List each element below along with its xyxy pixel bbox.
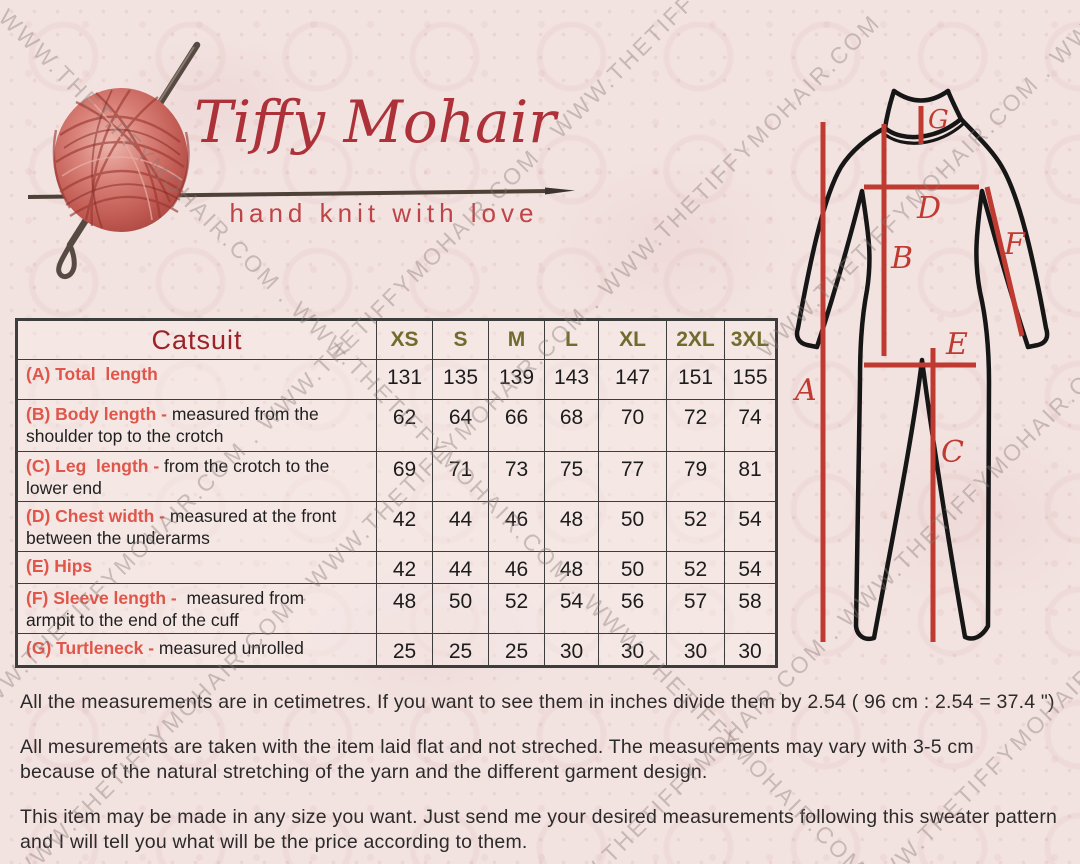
cell-value: 139 [488, 359, 545, 400]
table-row: (F) Sleeve length - measured from armpit… [16, 583, 777, 634]
measure-label-g: G [928, 105, 949, 135]
cell-value: 30 [598, 633, 667, 667]
cell-value: 62 [376, 399, 433, 452]
table-row: (C) Leg length - from the crotch to the … [16, 451, 777, 502]
measure-label-d: D [916, 191, 941, 226]
cell-value: 70 [598, 399, 667, 452]
note-paragraph: All the measurements are in cetimetres. … [20, 690, 1070, 715]
cell-value: 50 [598, 501, 667, 552]
measure-line-f [984, 186, 1025, 337]
brand-name: Tiffy Mohair [193, 88, 557, 156]
cell-value: 48 [376, 583, 433, 634]
cell-value: 57 [666, 583, 725, 634]
table-row: (G) Turtleneck - measured unrolled 25 25… [16, 633, 777, 667]
note-paragraph: All mesurements are taken with the item … [20, 735, 1070, 785]
yarn-ball-icon [52, 88, 190, 232]
row-label: (G) Turtleneck - measured unrolled [16, 633, 377, 667]
brand-tagline: hand knit with love [229, 198, 539, 228]
size-header: XS [376, 319, 433, 360]
cell-value: 30 [666, 633, 725, 667]
cell-value: 56 [598, 583, 667, 634]
yarn-and-hook-logo [27, 41, 575, 280]
row-label: (E) Hips [16, 551, 377, 584]
table-header-row: Catsuit XS S M L XL 2XL 3XL [16, 319, 777, 360]
table-row: (D) Chest width - measured at the front … [16, 501, 777, 552]
cell-value: 131 [376, 359, 433, 400]
cell-value: 52 [666, 551, 725, 584]
cell-value: 30 [724, 633, 777, 667]
size-header: XL [598, 319, 667, 360]
measure-label-e: E [945, 327, 968, 362]
table-item-name: Catsuit [16, 319, 377, 360]
cell-value: 52 [666, 501, 725, 552]
measure-label-c: C [941, 435, 964, 470]
cell-value: 48 [544, 551, 599, 584]
size-table: Catsuit XS S M L XL 2XL 3XL (A) Total le… [15, 318, 778, 668]
cell-value: 75 [544, 451, 599, 502]
cell-value: 81 [724, 451, 777, 502]
cell-value: 25 [432, 633, 489, 667]
row-label: (B) Body length - measured from the shou… [16, 399, 377, 452]
cell-value: 147 [598, 359, 667, 400]
cell-value: 143 [544, 359, 599, 400]
row-label: (D) Chest width - measured at the front … [16, 501, 377, 552]
cell-value: 50 [432, 583, 489, 634]
cell-value: 66 [488, 399, 545, 452]
cell-value: 69 [376, 451, 433, 502]
measure-label-a: A [792, 373, 817, 408]
cell-value: 30 [544, 633, 599, 667]
cell-value: 46 [488, 551, 545, 584]
notes: All the measurements are in cetimetres. … [20, 690, 1070, 864]
size-header: L [544, 319, 599, 360]
cell-value: 25 [488, 633, 545, 667]
cell-value: 73 [488, 451, 545, 502]
cell-value: 46 [488, 501, 545, 552]
note-line: All the measurements are in cetimetres. … [20, 691, 1055, 713]
cell-value: 48 [544, 501, 599, 552]
note-line: because of the natural stretching of the… [20, 761, 708, 783]
cell-value: 64 [432, 399, 489, 452]
size-header: S [432, 319, 489, 360]
cell-value: 42 [376, 501, 433, 552]
table-row: (E) Hips 42 44 46 48 50 52 54 [16, 551, 777, 584]
cell-value: 68 [544, 399, 599, 452]
crochet-hook-tip [56, 242, 77, 280]
cell-value: 71 [432, 451, 489, 502]
row-label: (A) Total length [16, 359, 377, 400]
note-line: This item may be made in any size you wa… [20, 806, 1058, 828]
note-line: and I will tell you what will be the pri… [20, 831, 528, 853]
cell-value: 44 [432, 501, 489, 552]
size-header: M [488, 319, 545, 360]
cell-value: 135 [432, 359, 489, 400]
cell-value: 25 [376, 633, 433, 667]
table-row: (B) Body length - measured from the shou… [16, 399, 777, 452]
note-line: All mesurements are taken with the item … [20, 736, 974, 758]
cell-value: 74 [724, 399, 777, 452]
needle-tip [545, 187, 575, 195]
cell-value: 77 [598, 451, 667, 502]
cell-value: 72 [666, 399, 725, 452]
catsuit-measurement-diagram: A B C D E F G [792, 88, 1050, 642]
table-row: (A) Total length 131 135 139 143 147 151… [16, 359, 777, 400]
cell-value: 52 [488, 583, 545, 634]
size-header: 2XL [666, 319, 725, 360]
cell-value: 50 [598, 551, 667, 584]
cell-value: 155 [724, 359, 777, 400]
catsuit-outline [794, 116, 1050, 642]
note-paragraph: This item may be made in any size you wa… [20, 805, 1070, 855]
cell-value: 79 [666, 451, 725, 502]
measure-label-b: B [890, 241, 913, 276]
cell-value: 42 [376, 551, 433, 584]
cell-value: 54 [544, 583, 599, 634]
row-label: (C) Leg length - from the crotch to the … [16, 451, 377, 502]
measure-label-f: F [1003, 227, 1026, 262]
row-label: (F) Sleeve length - measured from armpit… [16, 583, 377, 634]
cell-value: 58 [724, 583, 777, 634]
cell-value: 151 [666, 359, 725, 400]
cell-value: 54 [724, 551, 777, 584]
size-header: 3XL [724, 319, 777, 360]
cell-value: 44 [432, 551, 489, 584]
